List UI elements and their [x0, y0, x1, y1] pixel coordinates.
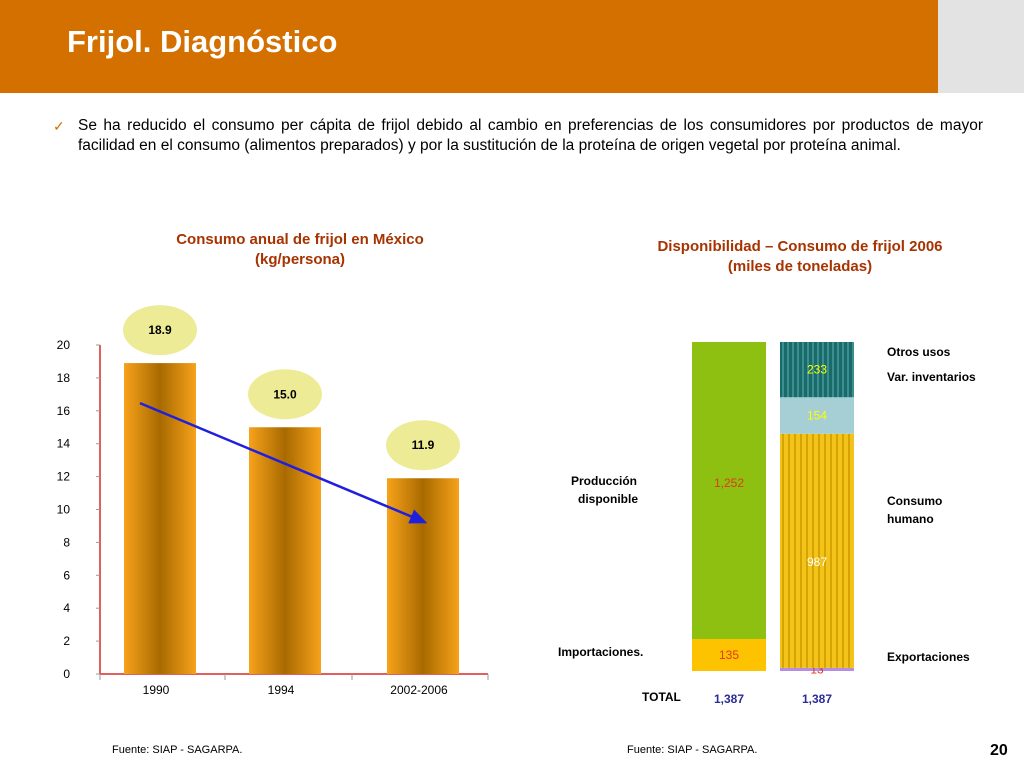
chart1-ytick-label: 18 [57, 371, 71, 385]
chart1-bar-1994 [249, 427, 321, 674]
bullet-text: Se ha reducido el consumo per cápita de … [78, 117, 983, 154]
chart2-label-produccion-line2: disponible [578, 492, 638, 506]
chart1-value-bubble [386, 420, 460, 471]
header-bar [0, 0, 938, 93]
chart1-ytick-label: 2 [63, 634, 70, 648]
chart1-bar-chart: 0 2 4 6 8 10 12 14 16 18 20 1990 18.9 1994 15.0 2002-20… [57, 305, 489, 697]
chart1-ytick-label: 14 [57, 437, 71, 451]
chart2-label-consumo-line2: humano [887, 512, 934, 526]
chart1-title-line2: (kg/persona) [254, 251, 345, 268]
chart2-total-value: 1,387 [714, 692, 744, 706]
chart2-total-value: 1,387 [802, 692, 832, 706]
chart2-bar1-segment [692, 342, 766, 639]
chart1-value-label: 15.0 [273, 387, 297, 401]
chart2-bar2-segment [780, 433, 854, 668]
chart2-bar2-segment [780, 342, 854, 398]
chart2-label-otros: Otros usos [887, 345, 951, 359]
page-title: Frijol. Diagnóstico [67, 24, 338, 59]
chart2-value-label: 233 [807, 363, 827, 377]
chart2-value-label: 987 [807, 555, 827, 569]
chart1-ytick-label: 12 [57, 470, 71, 484]
chart1-ytick-label: 4 [63, 601, 70, 615]
chart2-stacked-bar-chart: 1351,2521,387139871542331,387Producciónd… [558, 342, 976, 706]
chart2-value-label: 154 [807, 409, 827, 423]
chart2-bar2-segment [780, 667, 854, 671]
chart1-ytick-label: 16 [57, 404, 71, 418]
chart2-label-importaciones: Importaciones. [558, 645, 643, 659]
chart1-trend-arrow [139, 401, 428, 524]
chart1-xtick-label: 2002-2006 [390, 683, 448, 697]
chart1-value-label: 11.9 [412, 438, 435, 452]
source-note-left: Fuente: SIAP - SAGARPA. [112, 744, 243, 756]
chart1-bar-1990 [124, 363, 196, 674]
chart1-title-line1: Consumo anual de frijol en México [176, 231, 424, 248]
chart1-xtick-label: 1994 [268, 683, 295, 697]
chart2-title-line1: Disponibilidad – Consumo de frijol 2006 [657, 238, 943, 255]
chart1-value-bubble [123, 305, 197, 356]
chart2-value-label: 1,252 [714, 476, 744, 490]
chart2-bar2-segment [780, 397, 854, 434]
checkmark-icon: ✓ [53, 118, 65, 134]
chart1-ytick-label: 8 [63, 535, 70, 549]
chart2-label-exportaciones: Exportaciones [887, 650, 970, 664]
chart1-value-bubble [248, 369, 322, 420]
chart1-bar-2002-2006 [387, 478, 459, 674]
chart2-title: Disponibilidad – Consumo de frijol 2006 … [600, 237, 1000, 277]
chart1-ytick-label: 10 [57, 503, 71, 517]
chart1-xtick-label: 1990 [143, 683, 170, 697]
chart2-bar1-segment [692, 638, 766, 671]
chart1-value-label: 18.9 [148, 323, 172, 337]
chart1-ytick-label: 20 [57, 338, 71, 352]
chart1-ytick-label: 0 [63, 667, 70, 681]
chart2-total-label: TOTAL [642, 690, 681, 704]
chart2-title-line2: (miles de toneladas) [727, 258, 873, 275]
chart2-label-inventarios: Var. inventarios [887, 370, 976, 384]
source-note-right: Fuente: SIAP - SAGARPA. [627, 744, 758, 756]
page-number: 20 [990, 742, 1008, 759]
header-side-panel [938, 0, 1024, 93]
chart2-label-produccion-line1: Producción [571, 474, 637, 488]
chart2-value-label: 135 [719, 648, 739, 662]
chart2-label-consumo-line1: Consumo [887, 494, 942, 508]
chart1-title: Consumo anual de frijol en México (kg/pe… [120, 230, 480, 270]
chart1-ytick-label: 6 [63, 568, 70, 582]
